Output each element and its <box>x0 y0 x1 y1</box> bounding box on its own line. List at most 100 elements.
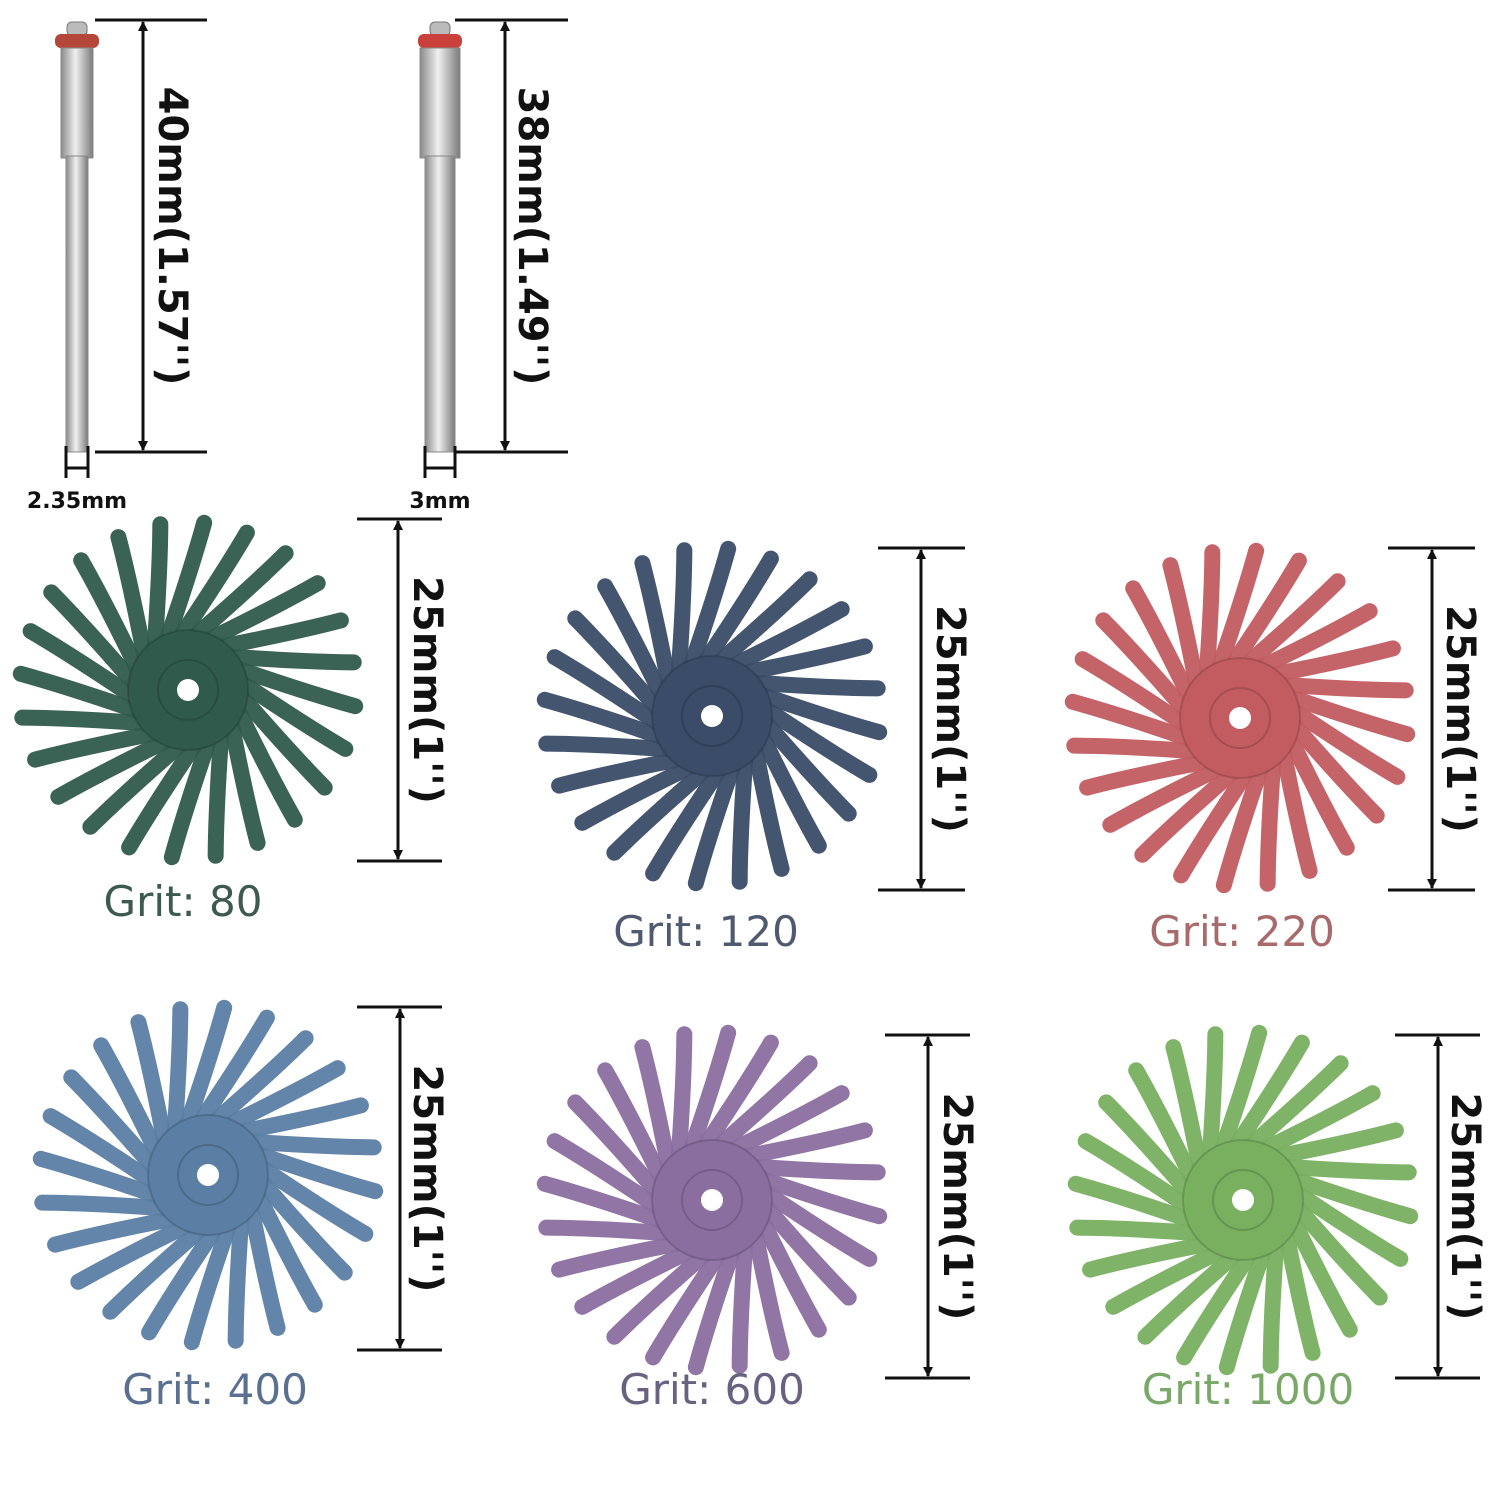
bristle <box>704 571 818 676</box>
bristle <box>1283 1192 1388 1306</box>
bristle <box>226 694 303 828</box>
bristle <box>1273 734 1318 879</box>
bristle <box>1219 552 1307 680</box>
mandrel-shank <box>60 47 94 159</box>
bristle <box>546 1133 674 1221</box>
bristle <box>745 732 790 877</box>
bristle <box>1276 1168 1419 1225</box>
brush-hole <box>177 679 199 701</box>
bristle <box>183 1208 240 1351</box>
bristle <box>691 550 779 678</box>
bristle <box>737 674 886 697</box>
grit-label: Grit: 120 <box>613 907 799 956</box>
bristle <box>1102 756 1236 833</box>
grit-label: Grit: 1000 <box>1142 1365 1354 1414</box>
dimension-label: 25mm(1'') <box>927 605 973 833</box>
bristle <box>731 741 754 890</box>
bristle <box>634 1039 679 1184</box>
bristle <box>1128 1062 1205 1196</box>
bristle <box>221 706 266 851</box>
bristle <box>606 1240 720 1345</box>
bristle <box>567 610 672 724</box>
bristle <box>1095 612 1200 726</box>
bristle <box>750 1179 878 1267</box>
bristle <box>680 540 737 683</box>
bristle <box>166 1001 189 1150</box>
bristle <box>1162 557 1207 702</box>
brush-hole <box>197 1164 219 1186</box>
bristle <box>47 1208 192 1253</box>
bristle <box>680 1024 737 1167</box>
mandrel-washer <box>418 34 462 48</box>
bristle <box>63 1069 168 1183</box>
bristle <box>221 658 364 715</box>
bristle <box>32 1150 175 1207</box>
bristle <box>241 1191 286 1336</box>
bristle <box>1064 693 1207 750</box>
bristle <box>1232 573 1346 678</box>
bristle <box>546 649 674 737</box>
bristle <box>1215 751 1272 894</box>
grit-label: Grit: 80 <box>104 877 263 926</box>
bristle <box>750 1204 827 1338</box>
bristle <box>745 1168 888 1225</box>
bristle <box>1259 1122 1404 1167</box>
bristle <box>1137 1240 1251 1345</box>
bristle <box>212 1060 346 1137</box>
bristle <box>536 1175 679 1232</box>
bristle <box>176 999 233 1142</box>
bristle <box>102 1215 216 1320</box>
bristle <box>1262 1225 1285 1374</box>
bristle <box>1098 1094 1203 1208</box>
bristle <box>745 684 888 741</box>
radial-brush <box>1064 542 1416 894</box>
brush-hub-ring <box>1209 687 1271 749</box>
bristle <box>728 1122 873 1167</box>
bristle <box>1244 603 1378 680</box>
bristle <box>750 695 878 783</box>
bristle <box>567 1094 672 1208</box>
mandrel <box>418 21 462 453</box>
bristle <box>1276 1216 1321 1361</box>
bristle <box>192 575 326 652</box>
bristle <box>1077 1133 1205 1221</box>
mandrel-shaft <box>65 155 89 453</box>
bristle <box>574 754 708 831</box>
brush-hub-ring <box>1212 1169 1274 1231</box>
radial-brush <box>32 999 384 1351</box>
bristle <box>731 1225 754 1374</box>
bristle <box>1198 544 1221 693</box>
bristle <box>130 1014 175 1159</box>
diameter-label: 3mm <box>409 489 470 514</box>
bristle <box>597 578 674 712</box>
bristle <box>606 756 720 861</box>
bristle <box>645 754 733 882</box>
mandrel <box>55 21 99 453</box>
bristle <box>691 1034 779 1162</box>
bristle <box>716 1085 850 1162</box>
bristle <box>34 1194 183 1217</box>
bristle <box>227 1200 250 1349</box>
bristle <box>1273 686 1416 743</box>
bristle <box>1176 1238 1264 1366</box>
bristle <box>1278 697 1406 785</box>
bristle <box>737 1158 886 1181</box>
grit-label: Grit: 220 <box>1149 907 1335 956</box>
bristle <box>207 715 230 864</box>
bristle <box>187 1009 275 1137</box>
mandrel-head <box>66 21 88 37</box>
bristle <box>156 514 213 657</box>
brush-hole <box>1229 707 1251 729</box>
bristle <box>213 648 362 671</box>
bristle <box>93 1037 170 1171</box>
bristle <box>70 1213 204 1290</box>
bristle <box>1134 758 1248 863</box>
radial-brush <box>536 1024 888 1376</box>
bristle <box>12 665 155 722</box>
mandrel-shaft <box>424 155 456 453</box>
brush-hole <box>701 1189 723 1211</box>
bristle <box>538 1219 687 1242</box>
brush-hub-ring <box>681 1169 743 1231</box>
bristle <box>1067 1175 1210 1232</box>
bristle <box>745 1216 790 1361</box>
